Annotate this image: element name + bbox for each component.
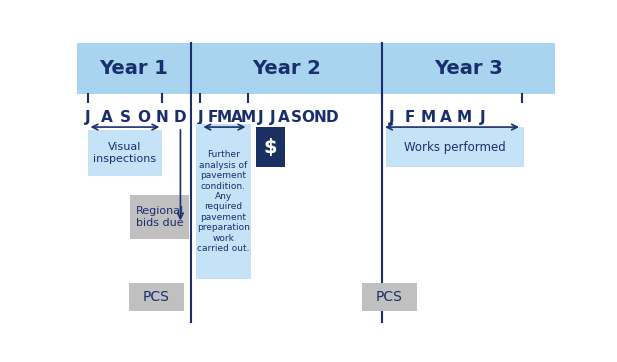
Text: J: J [389,110,395,125]
Text: Visual
inspections: Visual inspections [93,142,156,164]
Text: PCS: PCS [376,290,402,304]
Text: O: O [302,110,315,125]
Text: Year 3: Year 3 [434,59,503,78]
Text: A: A [231,110,242,125]
FancyBboxPatch shape [129,283,184,311]
Text: M: M [457,110,472,125]
Text: Year 2: Year 2 [252,59,321,78]
Text: S: S [291,110,302,125]
FancyBboxPatch shape [386,127,524,168]
Text: D: D [174,110,187,125]
Text: J: J [270,110,275,125]
FancyBboxPatch shape [130,195,189,239]
FancyBboxPatch shape [257,127,285,168]
Text: A: A [278,110,290,125]
FancyBboxPatch shape [362,283,416,311]
Text: N: N [156,110,168,125]
FancyBboxPatch shape [196,124,251,279]
Text: $: $ [265,138,277,157]
Text: J: J [197,110,204,125]
Text: M: M [217,110,232,125]
Text: J: J [257,110,263,125]
Text: Works performed: Works performed [404,141,506,154]
Text: D: D [326,110,338,125]
Text: PCS: PCS [143,290,170,304]
Text: M: M [421,110,436,125]
Text: O: O [138,110,151,125]
Text: M: M [241,110,256,125]
Text: A: A [441,110,452,125]
Text: J: J [85,110,91,125]
Text: N: N [313,110,326,125]
FancyBboxPatch shape [77,43,555,94]
Text: Regional
bids due: Regional bids due [136,206,184,228]
Text: $: $ [264,138,278,157]
Text: F: F [405,110,415,125]
Text: Further
analysis of
pavement
condition.
Any
required
pavement
preparation
work
c: Further analysis of pavement condition. … [197,150,250,253]
Text: Year 1: Year 1 [99,59,168,78]
FancyBboxPatch shape [88,130,162,176]
Text: J: J [480,110,486,125]
Text: S: S [120,110,130,125]
Text: F: F [207,110,218,125]
Text: A: A [101,110,113,125]
